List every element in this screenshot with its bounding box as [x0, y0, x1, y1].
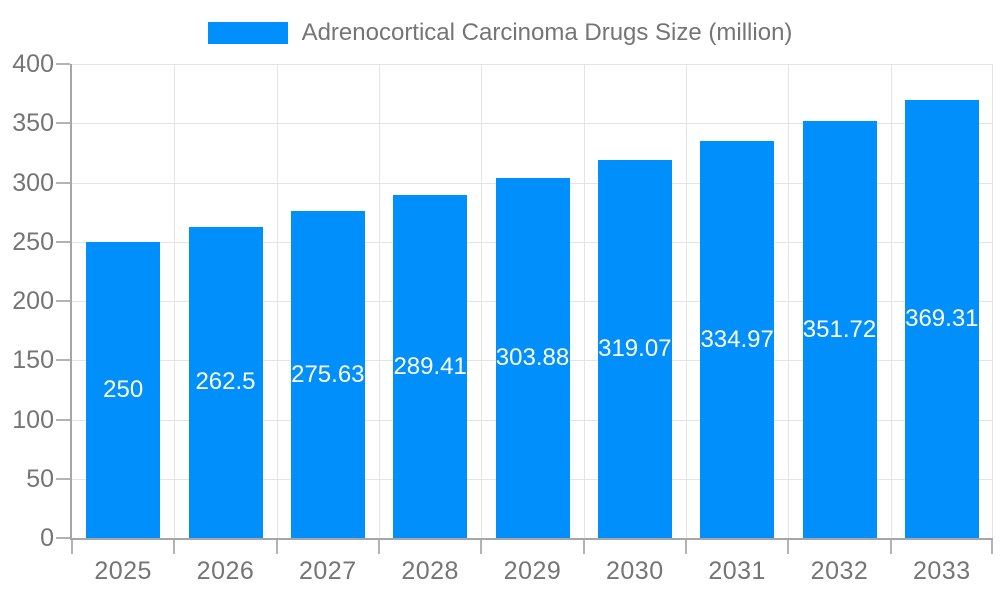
y-axis-label: 250	[12, 227, 54, 256]
y-axis-label: 50	[26, 464, 54, 493]
bar-2027	[290, 211, 365, 538]
x-axis-line	[70, 538, 993, 540]
y-axis-tick	[56, 359, 70, 362]
x-gridline	[788, 64, 790, 538]
x-gridline	[583, 64, 585, 538]
x-gridline	[174, 64, 176, 538]
x-axis-tick	[480, 540, 483, 554]
bar-value-label: 262.5	[195, 368, 256, 396]
x-axis-tick	[71, 540, 73, 554]
x-axis-tick	[787, 540, 790, 554]
bar-value-label: 334.97	[700, 325, 774, 353]
x-axis-label: 2027	[299, 557, 357, 585]
y-axis-label: 150	[12, 346, 54, 375]
bar-2028	[393, 195, 468, 538]
y-axis-tick	[56, 418, 70, 421]
y-axis-tick	[56, 122, 70, 125]
y-axis-label: 100	[12, 405, 54, 434]
x-axis-label: 2031	[708, 557, 766, 585]
x-gridline	[481, 64, 483, 538]
y-axis-label: 200	[12, 287, 54, 315]
x-gridline	[379, 64, 380, 538]
x-gridline	[890, 64, 892, 538]
bar-value-label: 303.88	[495, 343, 570, 371]
plot-area: 0 50 100 150 200 250 300 350 400 250 2025 262.5 2026…	[12, 50, 993, 585]
x-gridline	[276, 64, 278, 538]
y-axis-tick	[56, 537, 70, 539]
x-axis-label: 2033	[913, 557, 971, 585]
bar-2032	[802, 121, 877, 538]
x-axis-label: 2026	[196, 557, 255, 585]
bar-value-label: 275.63	[291, 360, 365, 388]
y-axis-tick	[56, 300, 70, 302]
x-axis-label: 2025	[94, 557, 152, 585]
legend[interactable]: Adrenocortical Carcinoma Drugs Size (mil…	[0, 18, 1000, 48]
bar-2029	[495, 177, 570, 538]
x-axis-tick	[991, 540, 993, 554]
y-axis-label: 350	[12, 109, 54, 138]
y-gridline	[72, 64, 993, 65]
x-axis-tick	[378, 540, 380, 554]
y-axis-label: 300	[12, 168, 54, 197]
y-axis-label: 0	[40, 524, 54, 552]
x-axis-label: 2032	[810, 557, 869, 585]
y-axis-label: 400	[12, 50, 54, 78]
y-axis-tick	[56, 181, 70, 184]
y-axis-tick	[56, 63, 70, 65]
bar-2026	[188, 226, 263, 538]
bar-value-label: 319.07	[598, 334, 672, 362]
bar-2031	[700, 141, 775, 538]
bar-value-label: 351.72	[802, 315, 877, 343]
x-gridline	[992, 64, 993, 538]
legend-label: Adrenocortical Carcinoma Drugs Size (mil…	[301, 19, 793, 46]
x-axis-tick	[685, 540, 687, 554]
legend-swatch-icon	[207, 22, 288, 44]
x-gridline	[686, 64, 687, 538]
x-axis-tick	[889, 540, 892, 554]
x-axis-label: 2030	[606, 557, 664, 585]
y-axis-line	[70, 64, 72, 540]
y-axis-tick	[56, 240, 70, 243]
bar-2033	[904, 100, 979, 538]
bar-2030	[597, 159, 672, 538]
bar-2025	[86, 241, 161, 538]
y-gridline	[72, 123, 993, 125]
bar-value-label: 289.41	[393, 352, 467, 380]
x-axis-tick	[275, 540, 278, 554]
x-axis-label: 2029	[503, 557, 562, 585]
x-axis-tick	[582, 540, 585, 554]
x-axis-tick	[173, 540, 176, 554]
bar-value-label: 250	[103, 375, 144, 403]
x-axis-label: 2028	[401, 557, 459, 585]
bar-value-label: 369.31	[905, 305, 979, 333]
y-axis-tick	[56, 477, 70, 480]
